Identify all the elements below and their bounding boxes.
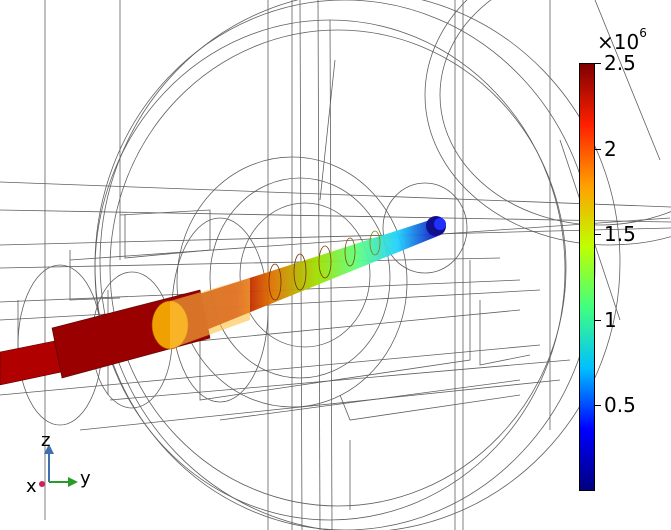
colorbar-tick-label: 2 xyxy=(604,136,617,161)
y-axis-label: y xyxy=(80,468,91,489)
colorbar-tick-label: 1.5 xyxy=(604,222,636,247)
colorbar-tick xyxy=(595,63,601,64)
x-axis-dot xyxy=(39,481,45,487)
colorbar-tick-label: 0.5 xyxy=(604,393,636,418)
colorbar-multiplier-base: ×10 xyxy=(597,30,640,54)
y-axis-arrowhead xyxy=(68,477,78,487)
z-axis-label: z xyxy=(41,430,51,451)
colorbar-exponent: 6 xyxy=(639,26,647,41)
colorbar-tick xyxy=(595,319,601,321)
beam-field-plot xyxy=(0,216,446,386)
axis-triad xyxy=(39,444,78,487)
z-axis-arrowhead xyxy=(44,444,54,454)
colorbar-tick-label: 2.5 xyxy=(604,51,636,75)
colorbar-multiplier: ×106 xyxy=(597,26,647,54)
x-axis-label: x xyxy=(26,476,37,497)
colorbar-legend xyxy=(579,63,595,491)
colorbar-tick xyxy=(595,405,601,407)
colorbar-tick xyxy=(595,148,601,150)
colorbar-tick xyxy=(595,234,601,236)
colorbar-tick-label: 1 xyxy=(604,307,617,332)
